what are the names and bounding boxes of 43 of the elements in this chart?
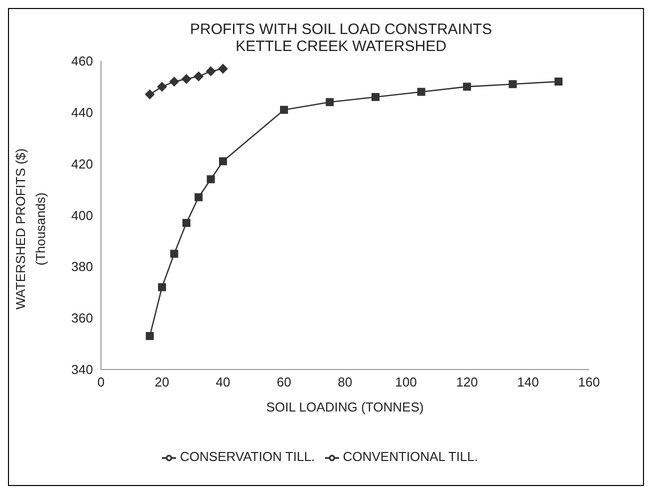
point bbox=[146, 332, 154, 340]
point bbox=[194, 71, 204, 82]
y-tick-label: 440 bbox=[71, 105, 93, 120]
point bbox=[157, 82, 167, 92]
point bbox=[508, 80, 517, 88]
y-tick-label: 360 bbox=[71, 310, 93, 326]
point bbox=[206, 66, 216, 76]
legend-label: CONSERVATION TILL. bbox=[180, 449, 315, 464]
y-tick-label: 420 bbox=[71, 156, 93, 172]
chart-subtitle: KETTLE CREEK WATERSHED bbox=[234, 38, 448, 55]
x-tick-label: 0 bbox=[97, 374, 105, 390]
x-tick-label: 40 bbox=[216, 374, 230, 390]
point bbox=[280, 106, 288, 114]
x-tick-label: 160 bbox=[578, 374, 600, 390]
point bbox=[181, 74, 192, 84]
point bbox=[182, 218, 190, 227]
y-tick-label: 400 bbox=[71, 208, 93, 223]
y-tick-label: 380 bbox=[71, 259, 93, 274]
point bbox=[463, 82, 471, 91]
y-tick-label: 460 bbox=[71, 54, 93, 69]
point bbox=[218, 64, 228, 74]
point bbox=[144, 89, 155, 100]
point bbox=[326, 98, 334, 106]
legend-label: CONVENTIONAL TILL. bbox=[342, 449, 478, 464]
point bbox=[554, 78, 562, 86]
point bbox=[158, 283, 166, 292]
point bbox=[194, 193, 203, 202]
x-tick-label: 100 bbox=[395, 374, 417, 390]
point bbox=[372, 92, 380, 101]
y-axis-title: WATERSHED PROFITS ($) (Thousands) bbox=[13, 148, 48, 310]
x-axis-title: SOIL LOADING (TONNES) bbox=[266, 399, 424, 414]
point bbox=[206, 175, 215, 184]
point bbox=[219, 157, 227, 166]
point bbox=[170, 250, 178, 258]
x-tick-label: 60 bbox=[276, 374, 292, 390]
chart-title: PROFITS WITH SOIL LOAD CONSTRAINTS bbox=[189, 21, 493, 38]
point bbox=[417, 88, 426, 96]
x-tick-label: 80 bbox=[338, 374, 352, 390]
x-tick-label: 120 bbox=[456, 374, 478, 390]
x-tick-label: 20 bbox=[154, 374, 170, 390]
y-tick-label: 340 bbox=[71, 362, 93, 378]
point bbox=[169, 76, 180, 87]
x-tick-label: 140 bbox=[517, 374, 539, 390]
